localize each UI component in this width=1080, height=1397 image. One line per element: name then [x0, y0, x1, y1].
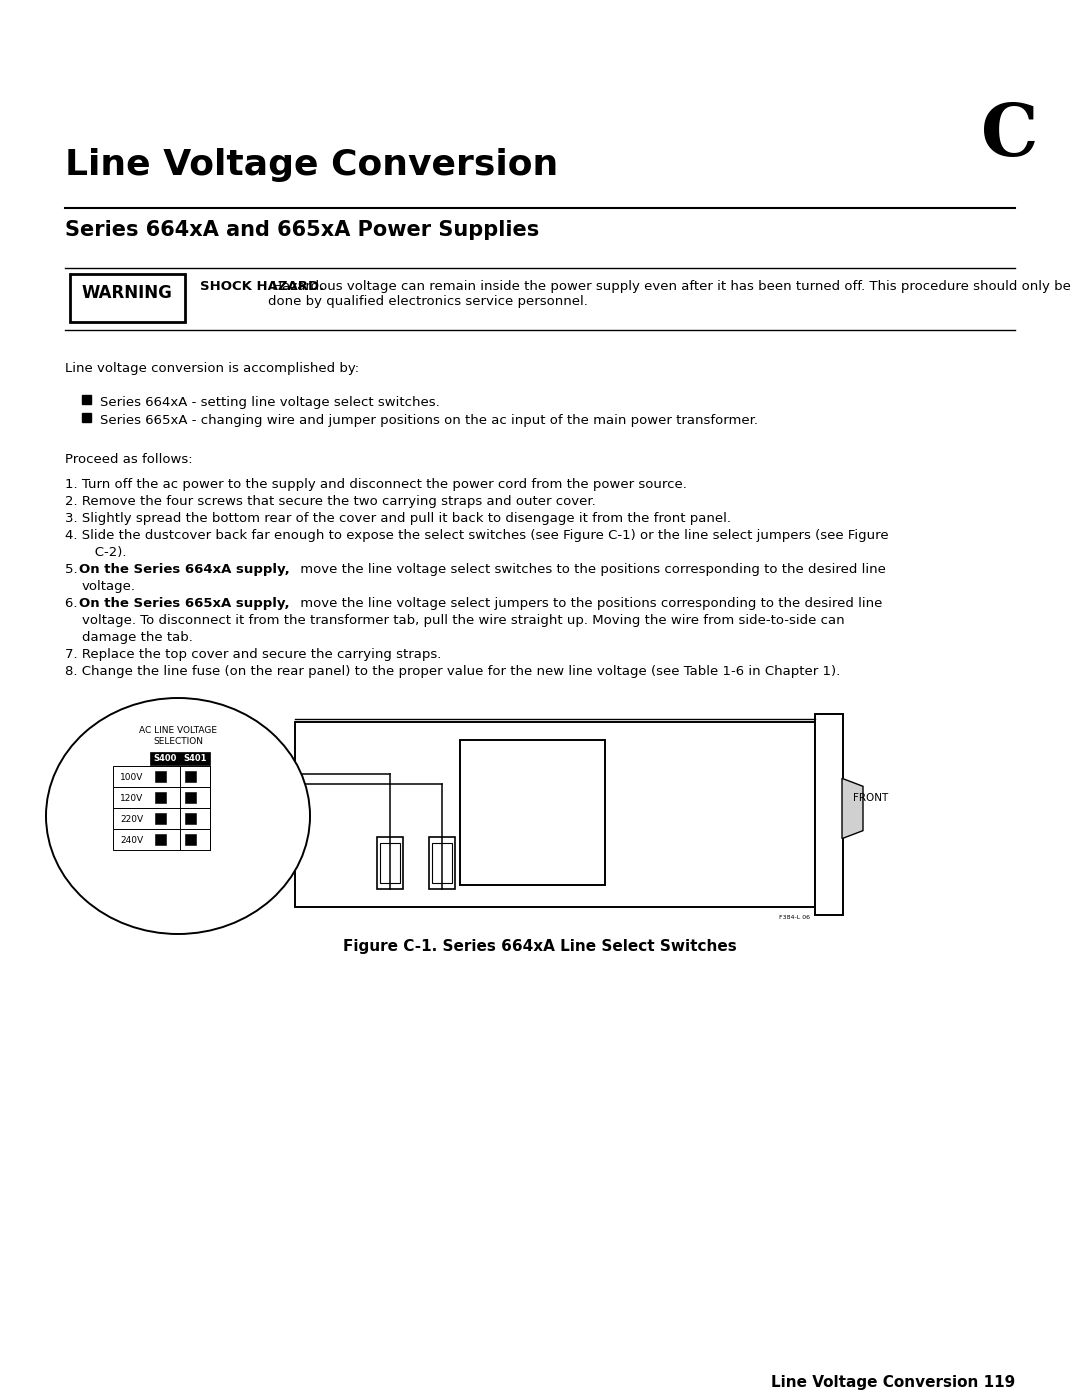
Text: Series 665xA - changing wire and jumper positions on the ac input of the main po: Series 665xA - changing wire and jumper …: [100, 414, 758, 427]
Text: SELECTION: SELECTION: [153, 738, 203, 746]
Text: 240V: 240V: [120, 835, 143, 845]
Text: Line voltage conversion is accomplished by:: Line voltage conversion is accomplished …: [65, 362, 360, 374]
Text: On the Series 664xA supply,: On the Series 664xA supply,: [79, 563, 289, 576]
Bar: [156, 792, 166, 803]
Text: S401: S401: [184, 754, 206, 763]
Bar: [815, 714, 843, 915]
Bar: [377, 837, 403, 888]
Bar: [113, 787, 210, 807]
Bar: [460, 740, 605, 886]
Text: 220V: 220V: [120, 814, 143, 824]
Bar: [70, 274, 185, 321]
Bar: [185, 813, 195, 824]
Bar: [432, 842, 453, 883]
Bar: [185, 771, 195, 782]
Text: Line Voltage Conversion: Line Voltage Conversion: [65, 148, 558, 182]
Text: 100V: 100V: [120, 773, 144, 782]
Bar: [113, 807, 210, 828]
Bar: [156, 834, 166, 845]
Text: 6.: 6.: [65, 597, 82, 610]
Text: 8. Change the line fuse (on the rear panel) to the proper value for the new line: 8. Change the line fuse (on the rear pan…: [65, 665, 840, 678]
Bar: [380, 842, 400, 883]
Text: Series 664xA - setting line voltage select switches.: Series 664xA - setting line voltage sele…: [100, 395, 440, 409]
Bar: [429, 837, 455, 888]
Text: 7. Replace the top cover and secure the carrying straps.: 7. Replace the top cover and secure the …: [65, 648, 442, 661]
Text: 3. Slightly spread the bottom rear of the cover and pull it back to disengage it: 3. Slightly spread the bottom rear of th…: [65, 511, 731, 525]
Text: C-2).: C-2).: [82, 546, 126, 559]
Text: Figure C-1. Series 664xA Line Select Switches: Figure C-1. Series 664xA Line Select Swi…: [343, 939, 737, 954]
Bar: [185, 834, 195, 845]
Text: Hazardous voltage can remain inside the power supply even after it has been turn: Hazardous voltage can remain inside the …: [268, 279, 1071, 307]
Text: On the Series 665xA supply,: On the Series 665xA supply,: [79, 597, 289, 610]
Ellipse shape: [46, 698, 310, 935]
Text: FRONT: FRONT: [853, 793, 888, 803]
Text: move the line voltage select jumpers to the positions corresponding to the desir: move the line voltage select jumpers to …: [296, 597, 882, 610]
Bar: [150, 752, 210, 766]
Text: SHOCK HAZARD.: SHOCK HAZARD.: [200, 279, 324, 293]
Bar: [82, 395, 91, 404]
Text: move the line voltage select switches to the positions corresponding to the desi: move the line voltage select switches to…: [296, 563, 886, 576]
Bar: [295, 722, 815, 907]
Text: AC LINE VOLTAGE: AC LINE VOLTAGE: [139, 726, 217, 735]
Polygon shape: [842, 778, 863, 838]
Bar: [82, 414, 91, 422]
Text: voltage. To disconnect it from the transformer tab, pull the wire straight up. M: voltage. To disconnect it from the trans…: [82, 615, 845, 627]
Bar: [156, 771, 166, 782]
Text: F384-L 06: F384-L 06: [779, 915, 810, 921]
Text: Proceed as follows:: Proceed as follows:: [65, 453, 192, 467]
Text: Series 664xA and 665xA Power Supplies: Series 664xA and 665xA Power Supplies: [65, 219, 539, 240]
Bar: [113, 766, 210, 787]
Text: damage the tab.: damage the tab.: [82, 631, 193, 644]
Text: C: C: [982, 101, 1039, 170]
Text: 5.: 5.: [65, 563, 82, 576]
Text: 4. Slide the dustcover back far enough to expose the select switches (see Figure: 4. Slide the dustcover back far enough t…: [65, 529, 889, 542]
Text: 120V: 120V: [120, 793, 144, 803]
Bar: [185, 792, 195, 803]
Text: WARNING: WARNING: [82, 284, 173, 302]
Text: 2. Remove the four screws that secure the two carrying straps and outer cover.: 2. Remove the four screws that secure th…: [65, 495, 596, 509]
Text: Line Voltage Conversion 119: Line Voltage Conversion 119: [771, 1375, 1015, 1390]
Text: voltage.: voltage.: [82, 580, 136, 592]
Text: 1. Turn off the ac power to the supply and disconnect the power cord from the po: 1. Turn off the ac power to the supply a…: [65, 478, 687, 490]
Text: S400: S400: [153, 754, 177, 763]
Bar: [113, 828, 210, 849]
Bar: [156, 813, 166, 824]
